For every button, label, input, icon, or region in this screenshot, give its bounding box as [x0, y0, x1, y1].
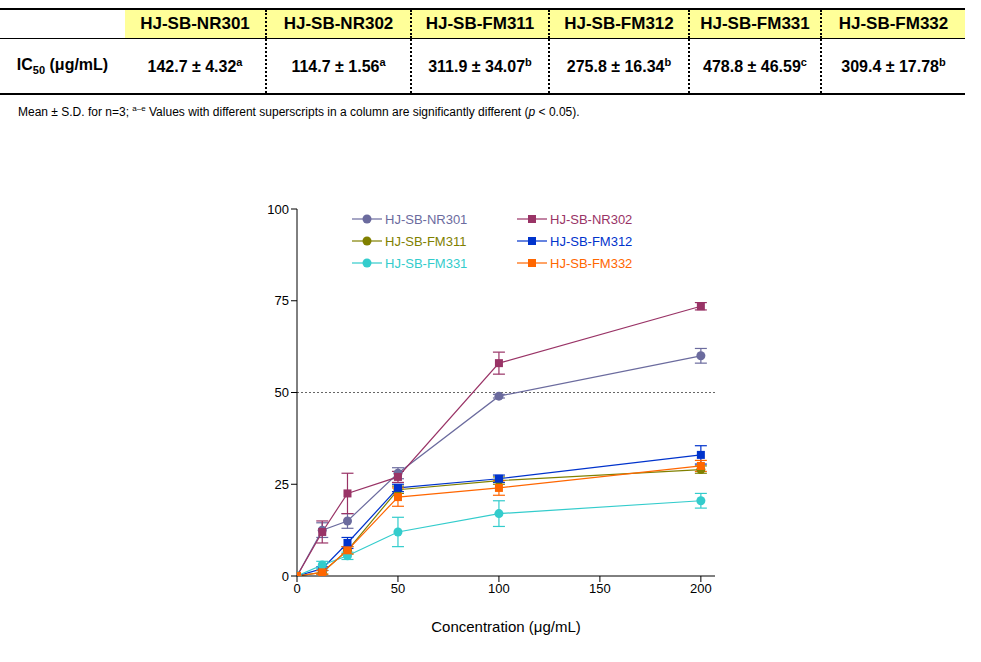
html-text:142.7 ± 4.32a: 142.7 ± 4.32a	[147, 55, 243, 76]
html-text:HJ-SB-NR301: HJ-SB-NR301	[140, 14, 250, 33]
svg-text:0: 0	[282, 569, 289, 584]
svg-text:150: 150	[589, 581, 611, 596]
svg-text:25: 25	[275, 477, 289, 492]
html-text:309.4 ± 17.78b: 309.4 ± 17.78b	[841, 55, 946, 76]
html-text:HJ-SB-FM332: HJ-SB-FM332	[550, 255, 633, 271]
svg-text:50: 50	[275, 385, 289, 400]
html-text:HJ-SB-FM312: HJ-SB-FM312	[550, 233, 633, 249]
html-text:Mean ± S.D. for n=3;a–eValues: Mean ± S.D. for n=3;a–eValues with diffe…	[18, 104, 580, 119]
svg-text:0: 0	[293, 581, 300, 596]
html-text:114.7 ± 1.56a: 114.7 ± 1.56a	[291, 55, 386, 76]
svg-text:50: 50	[391, 581, 405, 596]
html-text:HJ-SB-FM312: HJ-SB-FM312	[564, 14, 674, 33]
svg-text:100: 100	[488, 581, 510, 596]
html-text:311.9 ± 34.07b: 311.9 ± 34.07b	[428, 55, 532, 76]
html-text:HJ-SB-NR302: HJ-SB-NR302	[283, 14, 394, 33]
html-text:HJ-SB-FM331: HJ-SB-FM331	[385, 255, 468, 271]
html-text:HJ-SB-FM331: HJ-SB-FM331	[700, 14, 810, 33]
html-text:HJ-SB-FM311: HJ-SB-FM311	[425, 14, 535, 33]
html-text:275.8 ± 16.34b: 275.8 ± 16.34b	[566, 55, 672, 76]
html-text:HJ-SB-FM332: HJ-SB-FM332	[838, 14, 949, 33]
html-text:HJ-SB-NR302: HJ-SB-NR302	[550, 211, 633, 227]
svg-text:100: 100	[267, 202, 289, 217]
svg-text:200: 200	[690, 581, 712, 596]
html-text:HJ-SB-NR301: HJ-SB-NR301	[385, 211, 468, 227]
svg-text:75: 75	[275, 293, 289, 308]
html-text:IC50(μg/mL): IC50(μg/mL)	[16, 55, 109, 77]
html-text:HJ-SB-FM311: HJ-SB-FM311	[385, 233, 467, 249]
svg-text:Concentration (μg/mL): Concentration (μg/mL)	[431, 618, 581, 635]
html-text:478.8 ± 46.59c: 478.8 ± 46.59c	[703, 55, 807, 76]
